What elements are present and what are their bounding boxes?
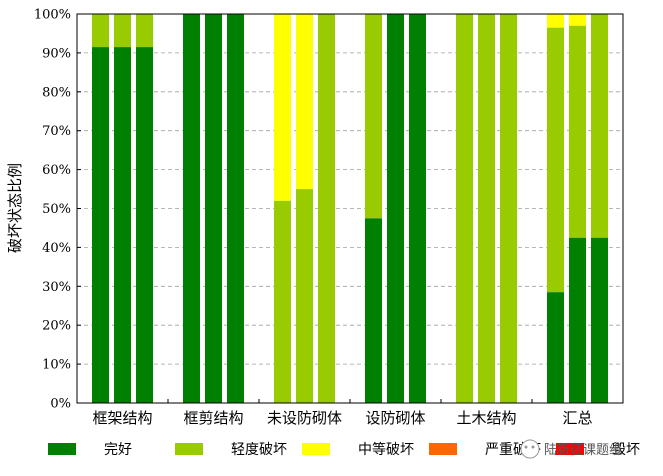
bar-segment (569, 14, 586, 26)
wechat-icon-dot (531, 445, 535, 449)
bar-segment (387, 14, 404, 403)
bar-segment (92, 14, 109, 48)
y-tick-label: 100% (34, 8, 71, 23)
legend-swatch (48, 443, 76, 455)
y-tick-label: 10% (42, 358, 71, 373)
legend-swatch (429, 443, 457, 455)
legend-label: 中等破坏 (358, 441, 414, 458)
watermark: 陆新征课题组 (520, 439, 622, 459)
y-tick-label: 40% (42, 241, 71, 256)
legend-label: 轻度破坏 (231, 442, 287, 458)
watermark-text: 陆新征课题组 (544, 442, 622, 458)
bar-segment (591, 237, 608, 403)
bar-segment (365, 14, 382, 219)
legend-swatch (175, 443, 203, 455)
x-axis-categories: 框架结构 框剪结构 未设防砌体 设防砌体 土木结构 汇总 (92, 399, 593, 427)
bar-segment (296, 14, 313, 190)
bar-segment (456, 14, 473, 403)
bar-segment (318, 14, 335, 403)
x-category-label: 汇总 (562, 409, 592, 427)
bar-segment (227, 14, 244, 403)
bar-segment (136, 14, 153, 48)
wechat-icon (520, 439, 540, 459)
grid-lines (77, 52, 623, 365)
bar-segment (547, 27, 564, 293)
wechat-icon-dot (524, 445, 528, 449)
bar-segment (547, 14, 564, 28)
y-axis-label: 破坏状态比例 (6, 163, 24, 253)
y-tick-label: 20% (42, 319, 71, 334)
x-category-label: 设防砌体 (365, 409, 425, 427)
bar-segment (274, 14, 291, 201)
bar-segment (92, 47, 109, 403)
bar-segment (274, 200, 291, 403)
bar-segment (500, 14, 517, 403)
x-category-label: 未设防砌体 (267, 409, 342, 427)
legend-swatch (302, 443, 330, 455)
legend-swatch (556, 443, 584, 455)
bar-segment (409, 14, 426, 403)
bar-segment (365, 218, 382, 403)
bar-segment (591, 14, 608, 238)
bar-segment (205, 14, 222, 403)
y-axis-ticks: 0% 10% 20% 30% 40% 50% 60% 70% 80% 90% 100% (34, 8, 81, 412)
x-category-label: 土木结构 (456, 409, 516, 427)
legend-label: 完好 (104, 442, 132, 458)
bar-segment (114, 47, 131, 403)
y-tick-label: 70% (42, 124, 71, 139)
y-tick-label: 60% (42, 163, 71, 178)
bar-segment (569, 25, 586, 238)
bar-segment (569, 237, 586, 403)
y-tick-label: 30% (42, 280, 71, 295)
legend: 完好 轻度破坏 中等破坏 严重破坏 毁坏 (48, 441, 640, 458)
y-tick-label: 0% (50, 397, 71, 412)
y-tick-label: 80% (42, 85, 71, 100)
bar-segment (547, 292, 564, 403)
bars (92, 14, 608, 403)
bar-segment (296, 189, 313, 403)
y-tick-label: 90% (42, 46, 71, 61)
bar-segment (136, 47, 153, 403)
legend-label: 毁坏 (612, 442, 640, 458)
y-tick-label: 50% (42, 202, 71, 217)
x-category-label: 框架结构 (92, 409, 152, 427)
bar-segment (114, 14, 131, 48)
x-category-label: 框剪结构 (183, 409, 243, 427)
bar-segment (183, 14, 200, 403)
bar-segment (478, 14, 495, 403)
